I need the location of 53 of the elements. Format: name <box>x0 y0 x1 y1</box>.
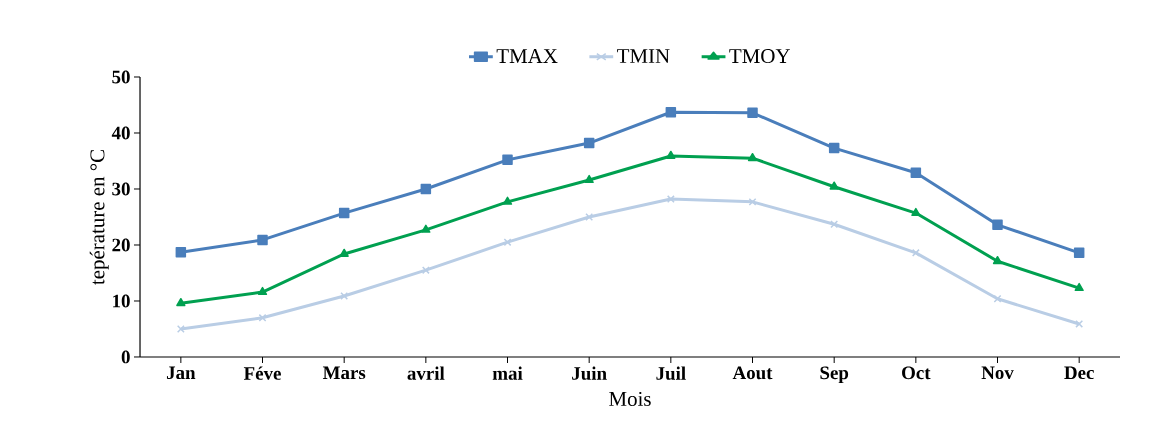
x-tick-label: Mars <box>322 366 366 380</box>
point <box>502 196 513 205</box>
legend-label: TMOY <box>729 49 790 64</box>
y-tick-label: 50 <box>112 70 130 84</box>
x-tick-label: Oct <box>902 366 931 380</box>
x-tick-label: Nov <box>981 366 1014 380</box>
point <box>1074 282 1084 292</box>
point <box>829 181 839 190</box>
point <box>910 167 922 178</box>
point <box>828 142 840 154</box>
x-tick-label: Féve <box>243 366 281 380</box>
point <box>339 248 349 257</box>
point <box>992 255 1003 265</box>
point <box>993 294 1002 303</box>
legend-label: TMIN <box>617 49 670 63</box>
y-tick-label: 30 <box>112 182 130 196</box>
x-tick-label: mai <box>492 366 523 380</box>
point <box>747 107 758 119</box>
point <box>421 266 430 275</box>
point <box>175 247 187 258</box>
point <box>257 286 268 296</box>
x-tick-label: Aout <box>732 366 773 380</box>
point <box>176 297 186 307</box>
point <box>911 248 920 257</box>
point <box>421 224 431 233</box>
y-tick-label: 10 <box>113 294 130 308</box>
y-tick-label: 20 <box>112 238 130 252</box>
point <box>1075 320 1084 328</box>
point <box>911 207 921 217</box>
legend-label: TMAX <box>496 49 558 63</box>
point <box>257 234 268 246</box>
y-tick-label: 40 <box>111 126 130 140</box>
point <box>502 154 513 166</box>
x-axis-title: Mois <box>609 391 651 406</box>
point <box>992 219 1003 231</box>
x-tick-label: Dec <box>1064 366 1094 380</box>
point <box>665 107 677 118</box>
point <box>666 150 676 159</box>
point <box>420 183 432 195</box>
point <box>584 174 594 184</box>
point <box>338 207 350 219</box>
y-axis-title: tepérature en °C <box>89 150 109 285</box>
point <box>748 197 757 206</box>
point <box>583 137 595 149</box>
point <box>1073 247 1085 259</box>
x-tick-label: Sep <box>820 366 849 384</box>
point <box>747 152 758 162</box>
point <box>176 325 185 333</box>
x-tick-label: Jan <box>166 366 196 380</box>
x-tick-label: Juin <box>572 366 607 380</box>
y-tick-label: 0 <box>121 350 130 364</box>
x-tick-label: Juil <box>656 366 686 380</box>
x-tick-label: avril <box>407 366 445 380</box>
